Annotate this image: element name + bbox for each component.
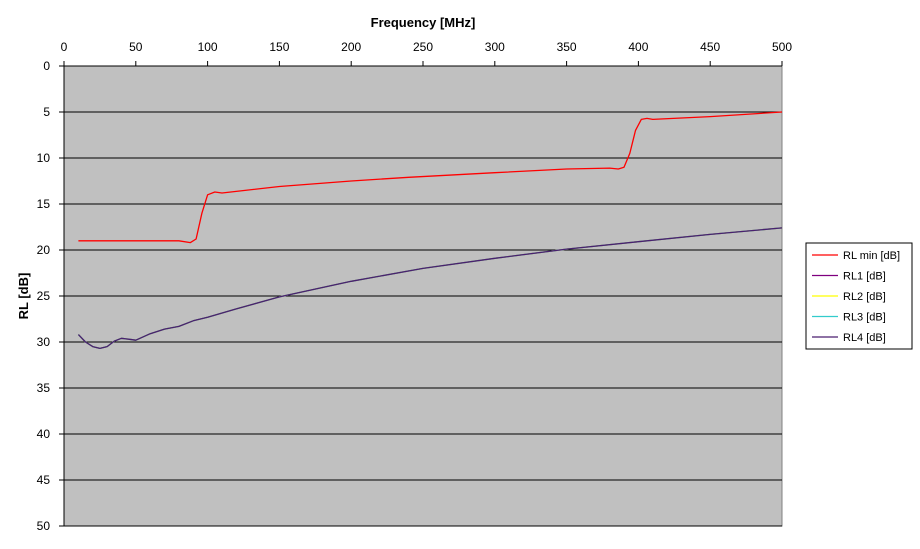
legend-entry-4: RL3 [dB] [843,312,886,324]
y-tick-label-20: 20 [37,243,51,257]
y-axis-ticks: 0 5 10 15 20 25 30 35 40 45 50 [37,59,64,533]
x-tick-label-500: 500 [772,40,792,54]
x-tick-label-250: 250 [413,40,433,54]
y-tick-label-15: 15 [37,197,51,211]
x-tick-label-200: 200 [341,40,361,54]
y-tick-label-40: 40 [37,427,51,441]
grid-lines [63,65,782,527]
x-tick-label-150: 150 [269,40,289,54]
y-tick-label-50: 50 [37,519,51,533]
x-tick-label-350: 350 [557,40,577,54]
x-tick-label-50: 50 [129,40,143,54]
series-line-1 [78,111,783,244]
x-tick-label-0: 0 [61,40,68,54]
x-tick-label-100: 100 [198,40,218,54]
legend-entry-3: RL2 [dB] [843,291,886,303]
y-tick-label-25: 25 [37,289,51,303]
series-line-5 [77,227,783,350]
y-tick-label-10: 10 [37,151,51,165]
x-tick-label-400: 400 [628,40,648,54]
legend-entry-1: RL min [dB] [843,250,900,262]
y-axis-title: RL [dB] [16,273,31,320]
legend: RL min [dB] RL1 [dB] RL2 [dB] RL3 [dB] RL4 [… [805,242,913,350]
legend-entry-5: RL4 [dB] [843,332,886,344]
legend-entry-2: RL1 [dB] [843,271,886,283]
y-tick-label-30: 30 [37,335,51,349]
x-axis-title: Frequency [MHz] [371,15,476,30]
x-tick-label-300: 300 [485,40,505,54]
series-lines [77,111,783,350]
x-axis-ticks: 0 50 100 150 200 250 300 350 400 450 500 [61,40,792,66]
y-tick-label-0: 0 [43,59,50,73]
y-tick-label-45: 45 [37,473,51,487]
y-tick-label-5: 5 [43,105,50,119]
x-tick-label-450: 450 [700,40,720,54]
y-tick-label-35: 35 [37,381,51,395]
